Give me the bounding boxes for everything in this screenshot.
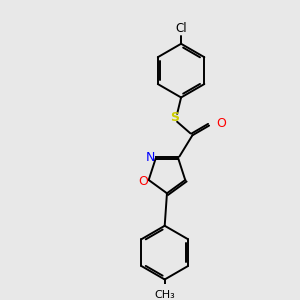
Text: S: S <box>170 111 179 124</box>
Text: N: N <box>146 151 156 164</box>
Text: O: O <box>139 175 148 188</box>
Text: CH₃: CH₃ <box>154 290 175 300</box>
Text: O: O <box>216 117 226 130</box>
Text: Cl: Cl <box>175 22 187 35</box>
